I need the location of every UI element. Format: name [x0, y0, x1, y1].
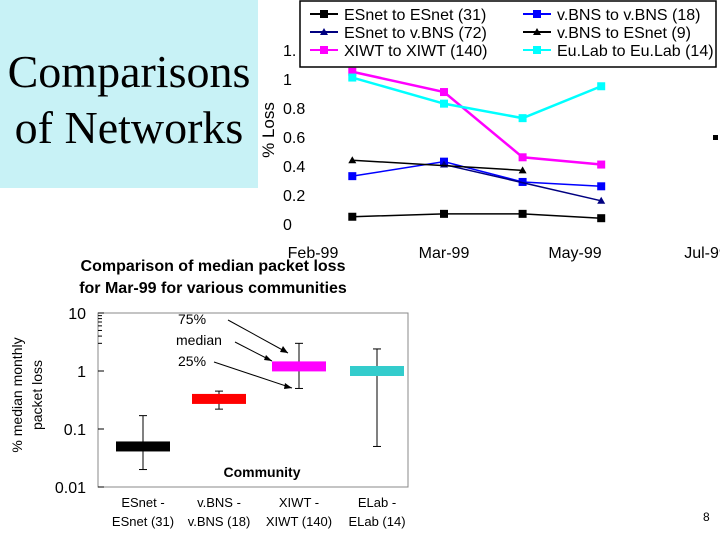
- box-chart-title-line2: for Mar-99 for various communities: [79, 280, 347, 297]
- series-line: [352, 159, 523, 172]
- series-point: [597, 182, 606, 191]
- box-y-label-line2: packet loss: [29, 360, 45, 430]
- x-tick-label: Mar-99: [419, 245, 470, 262]
- box-category-label-line2: v.BNS (18): [188, 514, 251, 529]
- x-tick-label: Feb-99: [288, 245, 339, 262]
- series-point: [348, 212, 357, 221]
- series-line: [443, 163, 602, 202]
- legend-marker: [320, 46, 328, 54]
- legend-label: ESnet to ESnet (31): [344, 7, 486, 24]
- box-chart-title-line1: Comparison of median packet loss: [81, 258, 346, 275]
- box-category-label-line2: ESnet (31): [112, 514, 174, 529]
- x-tick-label: May-99: [548, 245, 601, 262]
- legend-label: ESnet to v.BNS (72): [344, 25, 487, 42]
- annotation-arrowhead-75: [280, 346, 288, 353]
- box-y-label-line1: % median monthly: [9, 337, 25, 452]
- legend-label: XIWT to XIWT (140): [344, 43, 487, 60]
- legend-marker: [533, 28, 541, 35]
- y-tick-label: 0.8: [283, 101, 305, 118]
- y-axis-label: % Loss: [259, 102, 278, 158]
- series-line: [352, 213, 602, 219]
- box-x-label: Community: [224, 464, 301, 480]
- y-tick-label: 0.4: [283, 159, 305, 176]
- legend-marker: [533, 46, 541, 54]
- series-point: [348, 172, 357, 181]
- legend-box: [299, 0, 717, 68]
- box-y-tick-label: 0.1: [64, 422, 86, 439]
- series-point: [597, 82, 606, 91]
- slide-title: Comparisons of Networks: [0, 44, 258, 156]
- series-point: [348, 67, 357, 76]
- annotation-arrowhead-25: [284, 383, 292, 389]
- box-median-bar: [192, 393, 246, 404]
- box-category-label-line1: ELab -: [358, 495, 396, 510]
- box-plot-area: [97, 312, 409, 488]
- y-tick-label: 0: [283, 217, 292, 234]
- series-point: [348, 156, 357, 164]
- series-line: [352, 160, 602, 188]
- series-point: [518, 209, 527, 218]
- slide-title-line1: Comparisons: [7, 46, 251, 97]
- page-number: 8: [703, 510, 710, 524]
- y-tick-label: 0.6: [283, 130, 305, 147]
- series-point: [597, 196, 606, 204]
- annotation-median: median: [176, 332, 222, 348]
- bullet-dot: [713, 135, 718, 140]
- annotation-arrow-75: [227, 319, 289, 354]
- box-category-label-line2: XIWT (140): [266, 514, 332, 529]
- box-y-tick-label: 10: [68, 306, 86, 323]
- series-point: [440, 99, 448, 108]
- x-tick-label: Jul-99: [684, 245, 720, 262]
- y-tick-label: 1: [283, 72, 292, 89]
- annotation-arrow-25: [213, 361, 293, 389]
- legend-marker: [320, 28, 328, 35]
- box-median-bar: [116, 441, 170, 452]
- series-point: [518, 114, 527, 123]
- y-tick-label: 0.2: [283, 188, 305, 205]
- annotation-arrowhead-median: [264, 355, 272, 361]
- series-point: [440, 88, 448, 97]
- box-median-bar: [272, 361, 326, 372]
- series-point: [518, 153, 527, 162]
- legend-marker: [533, 10, 541, 18]
- legend-label: Eu.Lab to Eu.Lab (14): [557, 43, 714, 60]
- box-category-label-line2: ELab (14): [348, 514, 405, 529]
- box-y-tick-label: 0.01: [55, 480, 86, 497]
- box-median-bar: [350, 366, 404, 376]
- series-point: [348, 73, 357, 82]
- box-category-label-line1: v.BNS -: [197, 495, 241, 510]
- title-box: Comparisons of Networks: [0, 0, 258, 188]
- legend-label: v.BNS to v.BNS (18): [557, 7, 700, 24]
- y-tick-label: 1.: [283, 43, 296, 60]
- series-line: [351, 76, 602, 120]
- series-line: [352, 70, 602, 166]
- series-point: [518, 166, 527, 174]
- slide-title-line2: of Networks: [14, 102, 244, 153]
- annotation-75: 75%: [178, 311, 206, 327]
- series-point: [597, 214, 606, 223]
- box-category-label-line1: ESnet -: [121, 495, 164, 510]
- legend-label: v.BNS to ESnet (9): [557, 25, 691, 42]
- legend-marker: [320, 10, 328, 18]
- box-category-label-line1: XIWT -: [279, 495, 319, 510]
- series-point: [597, 160, 606, 169]
- series-point: [440, 209, 448, 218]
- box-y-tick-label: 1: [77, 364, 86, 381]
- annotation-25: 25%: [178, 353, 206, 369]
